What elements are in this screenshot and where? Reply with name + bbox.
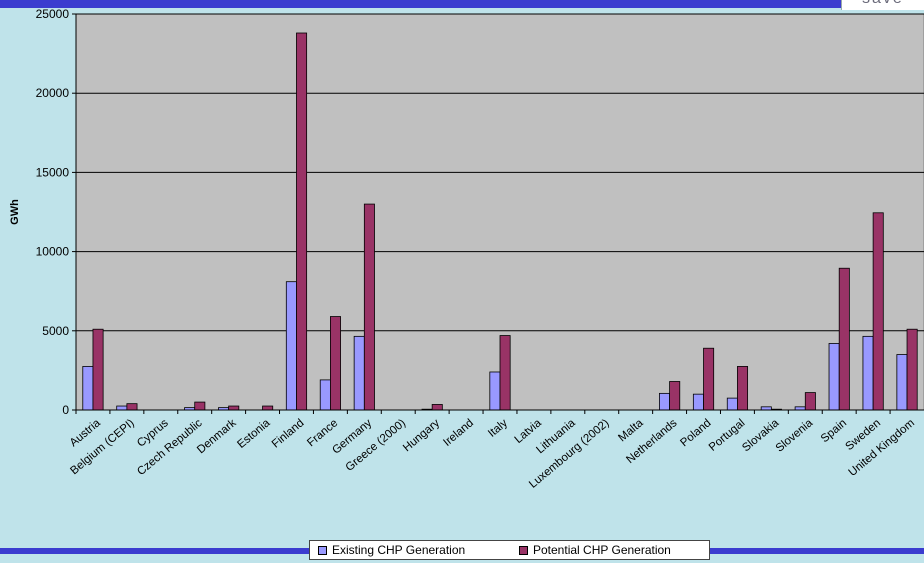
- bar-potential: [194, 401, 206, 411]
- y-tick-label: 10000: [36, 245, 70, 259]
- x-tick-label: Estonia: [235, 417, 273, 451]
- legend-label-existing: Existing CHP Generation: [332, 543, 466, 557]
- y-tick-label: 15000: [36, 165, 70, 179]
- corner-logo-box: save: [841, 0, 924, 10]
- bar-existing: [862, 335, 874, 411]
- bar-potential: [92, 328, 104, 411]
- x-tick-label: Hungary: [401, 417, 442, 454]
- x-tick-label: Ireland: [441, 417, 476, 449]
- bar-potential: [228, 405, 240, 411]
- bar-potential: [906, 328, 918, 411]
- top-accent-bar: [0, 0, 924, 8]
- bar-potential: [296, 32, 308, 411]
- bar-potential: [838, 267, 850, 411]
- bar-existing: [285, 281, 297, 411]
- legend: Existing CHP Generation Potential CHP Ge…: [309, 540, 710, 560]
- bar-existing: [726, 397, 738, 411]
- y-tick-label: 20000: [36, 86, 70, 100]
- bar-existing: [692, 393, 704, 411]
- x-tick-label: Slovenia: [774, 417, 816, 455]
- bar-potential: [431, 404, 443, 411]
- y-tick-labels: 0 5000 10000 15000 20000 25000: [36, 7, 70, 417]
- bar-potential: [804, 392, 816, 411]
- bar-potential: [669, 381, 681, 411]
- bar-existing: [659, 392, 671, 411]
- corner-logo-text: save: [862, 0, 924, 7]
- legend-item-potential: Potential CHP Generation: [519, 543, 671, 557]
- y-tick-label: 0: [62, 403, 69, 417]
- bar-potential: [126, 403, 138, 411]
- x-tick-label: Italy: [486, 417, 510, 440]
- bar-potential: [262, 405, 274, 411]
- legend-item-existing: Existing CHP Generation: [318, 543, 465, 557]
- legend-label-potential: Potential CHP Generation: [533, 543, 671, 557]
- bar-existing: [319, 379, 331, 411]
- x-tick-label: Greece (2000): [344, 417, 409, 474]
- x-tick-label: Spain: [819, 417, 849, 445]
- x-tick-label: Malta: [616, 417, 646, 445]
- bar-existing: [353, 335, 365, 411]
- legend-swatch-potential: [519, 545, 528, 555]
- y-axis-label: GWh: [9, 199, 21, 225]
- bar-existing: [896, 354, 908, 411]
- x-tick-label: Portugal: [707, 417, 748, 454]
- bar-existing: [82, 366, 94, 411]
- bar-chart: 0 5000 10000 15000 20000 25000 AustriaBelgium…: [9, 7, 924, 491]
- bar-potential: [363, 203, 375, 411]
- y-tick-label: 5000: [42, 324, 69, 338]
- bar-existing: [116, 405, 128, 411]
- bar-potential: [329, 316, 341, 411]
- bar-existing: [489, 371, 501, 411]
- bar-potential: [499, 335, 511, 411]
- bar-potential: [737, 366, 749, 411]
- bar-potential: [872, 212, 884, 411]
- y-tick-label: 25000: [36, 7, 70, 21]
- x-tick-label: Finland: [270, 417, 307, 450]
- bar-potential: [703, 347, 715, 411]
- bar-existing: [828, 343, 840, 411]
- legend-swatch-existing: [318, 545, 327, 555]
- bars: [82, 32, 918, 411]
